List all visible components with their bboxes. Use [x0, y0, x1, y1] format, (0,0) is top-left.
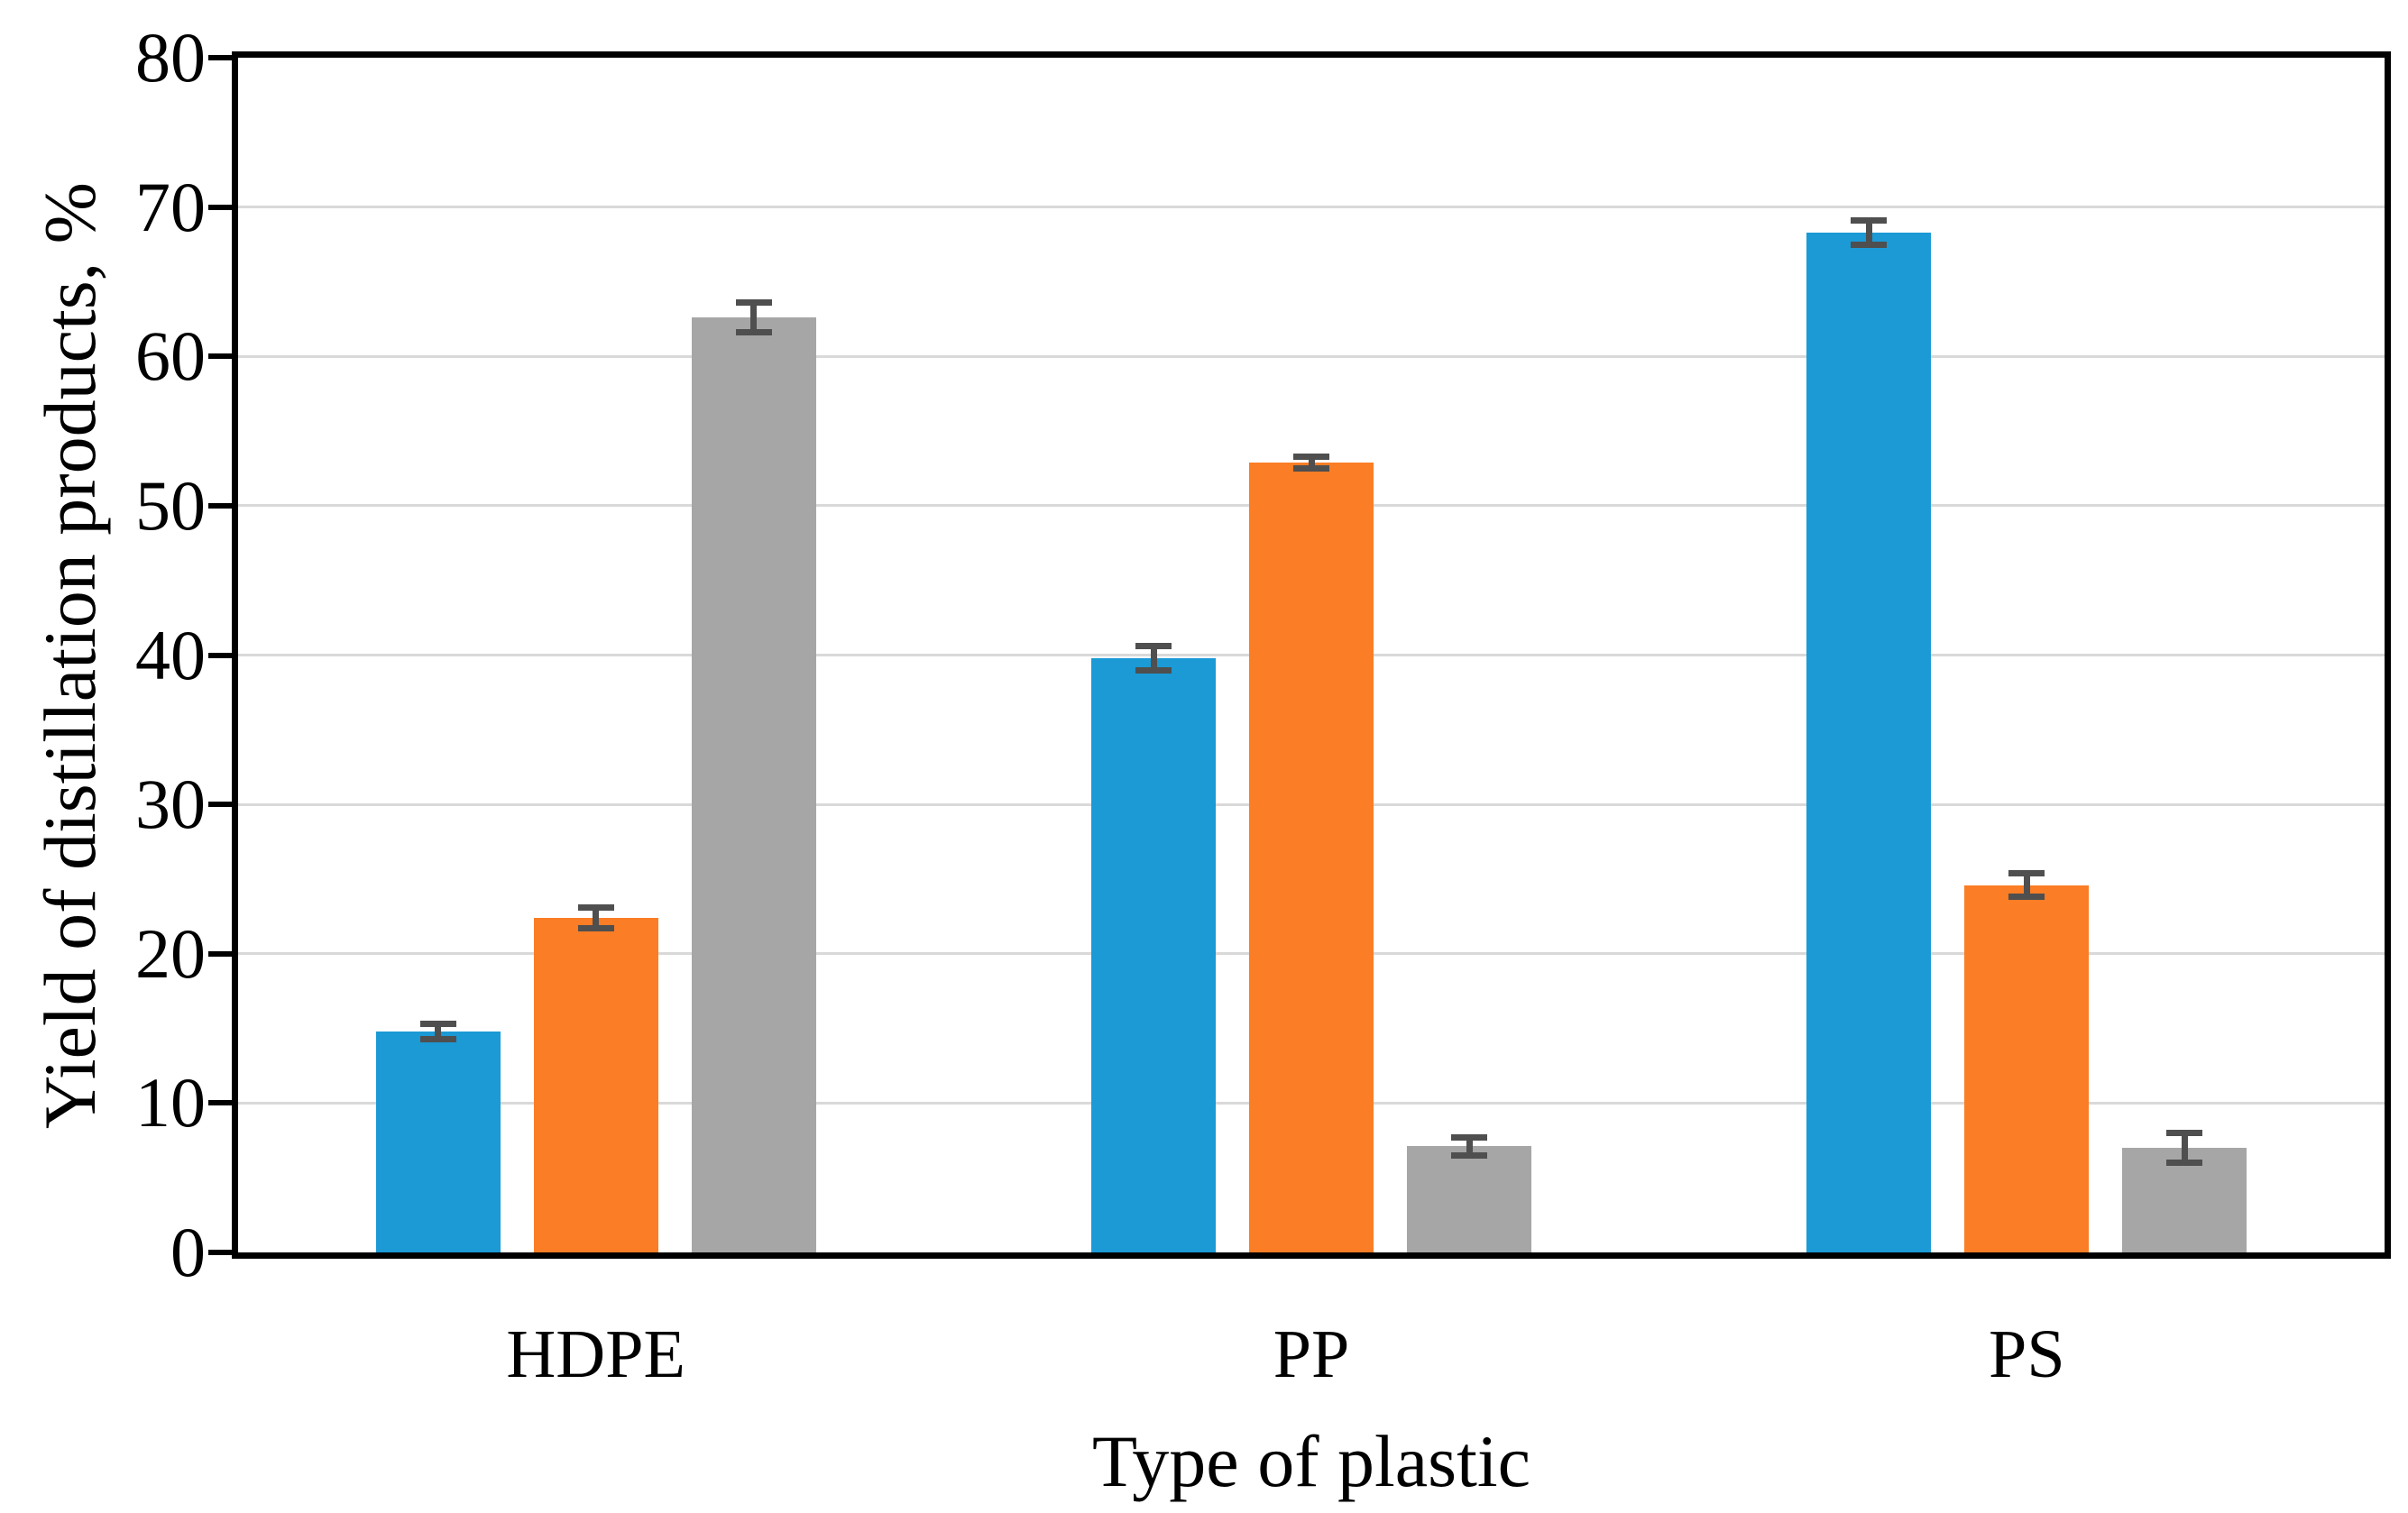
y-tick-20	[208, 950, 232, 957]
y-tick-10	[208, 1100, 232, 1106]
gridline-60	[238, 354, 2385, 358]
error-bar-cap	[1135, 666, 1172, 674]
error-bar-whisker	[2181, 1132, 2188, 1163]
y-tick-70	[208, 204, 232, 210]
y-tick-label-60: 60	[135, 316, 206, 396]
y-tick-60	[208, 353, 232, 360]
y-tick-label-80: 80	[135, 18, 206, 96]
error-bar-whisker	[2023, 873, 2030, 897]
y-tick-label-20: 20	[135, 913, 206, 993]
bar-pp-gray-series	[1407, 1146, 1531, 1252]
category-label-ps: PS	[1989, 1316, 2065, 1392]
y-tick-label-40: 40	[135, 615, 206, 694]
error-bar-cap	[1293, 464, 1329, 472]
error-bar-whisker	[750, 302, 758, 333]
error-bar-cap	[2008, 869, 2045, 876]
bar-pp-blue-series	[1091, 657, 1216, 1252]
y-tick-label-70: 70	[135, 167, 206, 246]
error-bar-cap	[1851, 241, 1888, 248]
y-tick-label-50: 50	[135, 465, 206, 545]
y-tick-50	[208, 502, 232, 509]
error-bar-cap	[1851, 217, 1888, 225]
error-bar-cap	[1135, 643, 1172, 650]
y-tick-label-30: 30	[135, 765, 206, 844]
error-bar-cap	[419, 1035, 456, 1042]
x-axis-title: Type of plastic	[1091, 1420, 1531, 1502]
error-bar-cap	[2166, 1160, 2203, 1167]
error-bar-cap	[1293, 453, 1329, 460]
category-label-pp: PP	[1273, 1316, 1350, 1392]
error-bar-whisker	[1466, 1137, 1473, 1156]
error-bar-cap	[577, 925, 614, 932]
error-bar-whisker	[1308, 456, 1315, 469]
error-bar-cap	[2008, 894, 2045, 901]
y-tick-0	[208, 1250, 232, 1255]
y-tick-label-0: 0	[170, 1213, 206, 1291]
y-tick-label-10: 10	[135, 1063, 206, 1142]
gridline-70	[238, 206, 2385, 209]
y-tick-80	[208, 55, 232, 60]
y-tick-40	[208, 652, 232, 658]
y-tick-30	[208, 802, 232, 808]
error-bar-whisker	[435, 1023, 442, 1040]
error-bar-cap	[735, 329, 772, 336]
bar-hdpe-gray-series	[691, 317, 816, 1252]
error-bar-cap	[1451, 1133, 1487, 1141]
error-bar-cap	[735, 299, 772, 307]
bar-ps-blue-series	[1806, 232, 1932, 1252]
bar-hdpe-orange-series	[533, 918, 658, 1252]
error-bar-whisker	[1150, 646, 1157, 671]
error-bar-cap	[577, 903, 614, 911]
error-bar-whisker	[1865, 220, 1872, 245]
error-bar-cap	[1451, 1151, 1487, 1159]
bar-hdpe-blue-series	[375, 1031, 501, 1252]
bar-ps-orange-series	[1964, 885, 2090, 1252]
error-bar-whisker	[593, 907, 600, 929]
category-label-hdpe: HDPE	[506, 1316, 685, 1392]
error-bar-cap	[2166, 1130, 2203, 1136]
bar-pp-orange-series	[1249, 462, 1374, 1252]
error-bar-cap	[419, 1021, 456, 1028]
